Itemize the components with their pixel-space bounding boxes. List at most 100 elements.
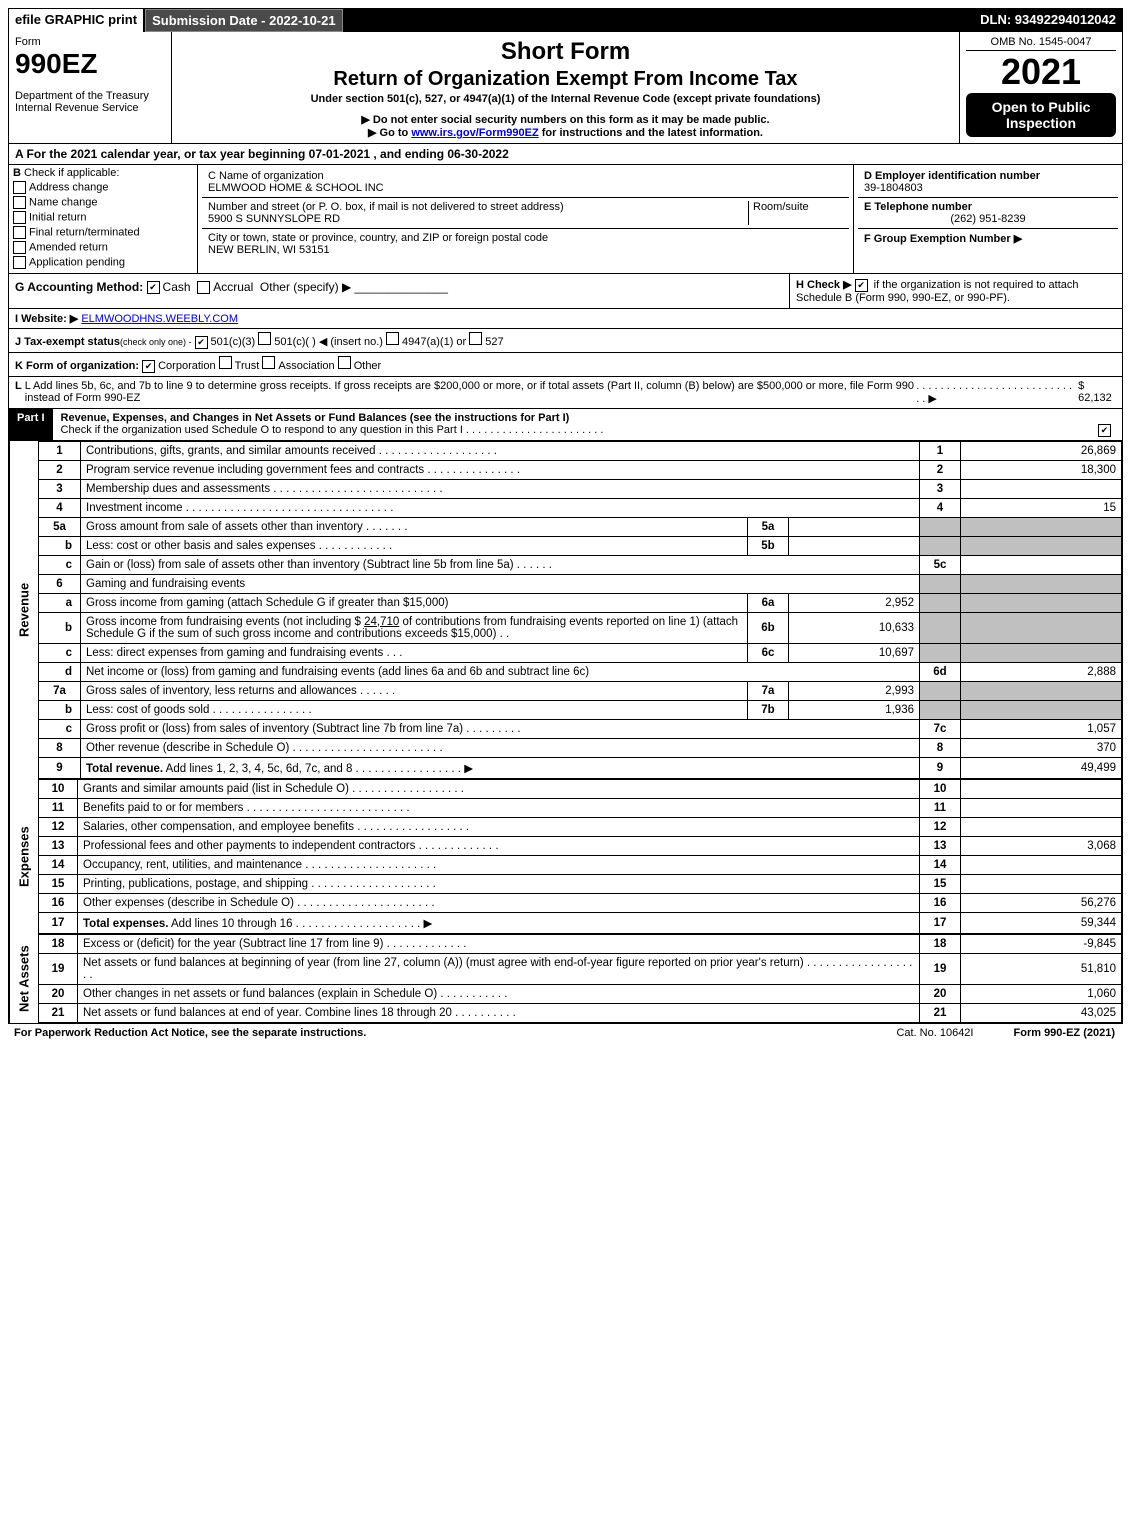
line-3: 3Membership dues and assessments . . . .…: [39, 479, 1122, 498]
opt-name-change: Name change: [29, 196, 98, 208]
line-20: 20Other changes in net assets or fund ba…: [39, 984, 1122, 1003]
g-label: G Accounting Method:: [15, 280, 143, 294]
header-right: OMB No. 1545-0047 2021 Open to Public In…: [959, 32, 1122, 143]
cb-schedule-b[interactable]: [855, 279, 868, 292]
warning-ssn: ▶ Do not enter social security numbers o…: [178, 113, 953, 126]
title-short-form: Short Form: [178, 38, 953, 66]
c-addr-label: Number and street (or P. O. box, if mail…: [208, 201, 748, 213]
cb-address-change[interactable]: [13, 181, 26, 194]
cb-schedule-o[interactable]: [1098, 424, 1111, 437]
d-label: D Employer identification number: [864, 170, 1112, 182]
section-a: A For the 2021 calendar year, or tax yea…: [9, 144, 1122, 165]
cb-initial-return[interactable]: [13, 211, 26, 224]
cb-501c3[interactable]: [195, 336, 208, 349]
warning-goto: ▶ Go to www.irs.gov/Form990EZ for instru…: [178, 126, 953, 139]
netassets-section: Net Assets 18Excess or (deficit) for the…: [9, 934, 1122, 1023]
cb-name-change[interactable]: [13, 196, 26, 209]
section-h: H Check ▶ if the organization is not req…: [789, 274, 1122, 308]
form-word: Form: [15, 36, 165, 48]
amt-7b: 1,936: [789, 700, 920, 719]
line-6c: cLess: direct expenses from gaming and f…: [39, 643, 1122, 662]
expenses-vlabel: Expenses: [9, 779, 38, 934]
k-label: K Form of organization:: [15, 360, 139, 372]
e-label: E Telephone number: [864, 201, 1112, 213]
cb-accrual[interactable]: [197, 281, 210, 294]
amt-4: 15: [961, 498, 1122, 517]
telephone: (262) 951-8239: [864, 213, 1112, 225]
amt-21: 43,025: [961, 1003, 1122, 1022]
amt-9: 49,499: [961, 757, 1122, 778]
website-link[interactable]: ELMWOODHNS.WEEBLY.COM: [81, 313, 238, 325]
cb-corporation[interactable]: [142, 360, 155, 373]
amt-11: [961, 798, 1122, 817]
form-number: 990EZ: [15, 48, 165, 80]
amt-13: 3,068: [961, 836, 1122, 855]
cb-cash[interactable]: [147, 281, 160, 294]
line-17: 17Total expenses. Add lines 10 through 1…: [39, 912, 1122, 933]
amt-2: 18,300: [961, 460, 1122, 479]
line-19: 19Net assets or fund balances at beginni…: [39, 953, 1122, 984]
org-city: NEW BERLIN, WI 53151: [208, 244, 843, 256]
section-b: B Check if applicable: Address change Na…: [9, 165, 198, 273]
amt-16: 56,276: [961, 893, 1122, 912]
cb-other-org[interactable]: [338, 356, 351, 369]
line-12: 12Salaries, other compensation, and empl…: [39, 817, 1122, 836]
org-addr: 5900 S SUNNYSLOPE RD: [208, 213, 748, 225]
header: Form 990EZ Department of the Treasury In…: [9, 32, 1122, 144]
amt-15: [961, 874, 1122, 893]
amt-20: 1,060: [961, 984, 1122, 1003]
amt-12: [961, 817, 1122, 836]
revenue-table: 1Contributions, gifts, grants, and simil…: [38, 441, 1122, 779]
j-label: J Tax-exempt status: [15, 336, 120, 348]
amt-8: 370: [961, 738, 1122, 757]
netassets-table: 18Excess or (deficit) for the year (Subt…: [38, 934, 1122, 1023]
footer-left: For Paperwork Reduction Act Notice, see …: [14, 1027, 366, 1039]
line-18: 18Excess or (deficit) for the year (Subt…: [39, 934, 1122, 953]
cb-amended-return[interactable]: [13, 241, 26, 254]
amt-6a: 2,952: [789, 593, 920, 612]
cb-trust[interactable]: [219, 356, 232, 369]
cb-final-return[interactable]: [13, 226, 26, 239]
cb-527[interactable]: [469, 332, 482, 345]
amt-7c: 1,057: [961, 719, 1122, 738]
section-l: L L Add lines 5b, 6c, and 7b to line 9 t…: [9, 377, 1122, 409]
cb-501c[interactable]: [258, 332, 271, 345]
irs-link[interactable]: www.irs.gov/Form990EZ: [411, 127, 538, 139]
line-14: 14Occupancy, rent, utilities, and mainte…: [39, 855, 1122, 874]
cb-4947[interactable]: [386, 332, 399, 345]
line-15: 15Printing, publications, postage, and s…: [39, 874, 1122, 893]
f-label: F Group Exemption Number ▶: [864, 233, 1022, 245]
i-label: I Website: ▶: [15, 312, 78, 325]
amt-6d: 2,888: [961, 662, 1122, 681]
line-5a: 5aGross amount from sale of assets other…: [39, 517, 1122, 536]
gross-receipts: $ 62,132: [1078, 380, 1116, 404]
opt-501c3: 501(c)(3): [211, 336, 256, 348]
right-col: D Employer identification number 39-1804…: [853, 165, 1122, 273]
cb-association[interactable]: [262, 356, 275, 369]
top-bar: efile GRAPHIC print Submission Date - 20…: [9, 9, 1122, 32]
dept-treasury: Department of the Treasury: [15, 90, 165, 102]
opt-association: Association: [278, 360, 334, 372]
opt-527: 527: [485, 336, 503, 348]
h-label: H Check ▶: [796, 279, 852, 291]
line-11: 11Benefits paid to or for members . . . …: [39, 798, 1122, 817]
line-21: 21Net assets or fund balances at end of …: [39, 1003, 1122, 1022]
opt-initial-return: Initial return: [29, 211, 86, 223]
line-5b: bLess: cost or other basis and sales exp…: [39, 536, 1122, 555]
opt-application-pending: Application pending: [29, 256, 125, 268]
line-6b: bGross income from fundraising events (n…: [39, 612, 1122, 643]
room-suite: Room/suite: [748, 201, 843, 225]
title-return: Return of Organization Exempt From Incom…: [178, 68, 953, 91]
opt-other: Other (specify) ▶: [260, 280, 351, 294]
part1-check-text: Check if the organization used Schedule …: [61, 424, 463, 436]
efile-label[interactable]: efile GRAPHIC print: [9, 9, 145, 32]
b-label: B: [13, 167, 21, 179]
part1-header: Part I Revenue, Expenses, and Changes in…: [9, 409, 1122, 441]
expenses-section: Expenses 10Grants and similar amounts pa…: [9, 779, 1122, 934]
amt-7a: 2,993: [789, 681, 920, 700]
line-13: 13Professional fees and other payments t…: [39, 836, 1122, 855]
submission-date: Submission Date - 2022-10-21: [145, 9, 343, 32]
irs: Internal Revenue Service: [15, 102, 165, 114]
footer: For Paperwork Reduction Act Notice, see …: [8, 1024, 1121, 1042]
cb-application-pending[interactable]: [13, 256, 26, 269]
